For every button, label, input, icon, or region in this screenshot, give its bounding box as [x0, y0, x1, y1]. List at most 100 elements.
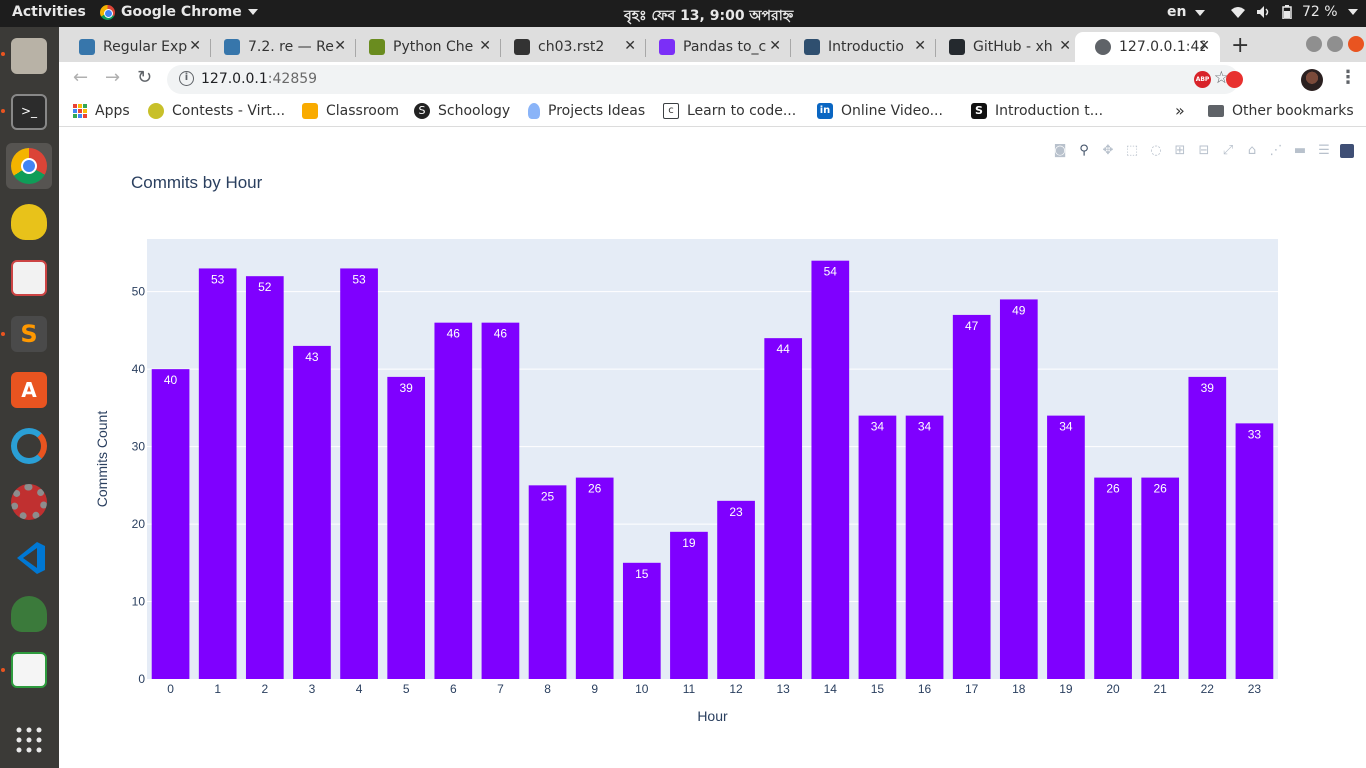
bar [811, 260, 850, 679]
bookmark-apps[interactable]: Apps [73, 103, 130, 119]
close-window-button[interactable] [1348, 36, 1364, 52]
maximize-button[interactable] [1327, 36, 1343, 52]
tab-github[interactable]: GitHub - xh ✕ [929, 32, 1081, 62]
bookmark-introduction[interactable]: S Introduction t... [971, 103, 1103, 119]
zoom-out-icon[interactable]: ⊟ [1198, 143, 1210, 158]
tab-localhost[interactable]: 127.0.0.1:42 ✕ [1075, 32, 1220, 62]
close-icon[interactable]: ✕ [1059, 38, 1071, 54]
tab-label: GitHub - xh [973, 39, 1053, 55]
tab-ch03[interactable]: ch03.rst2 ✕ [494, 32, 646, 62]
close-icon[interactable]: ✕ [189, 38, 201, 54]
files-launcher[interactable] [6, 33, 52, 79]
activities-button[interactable]: Activities [12, 4, 86, 20]
running-indicator [1, 109, 5, 113]
hover-compare-icon[interactable]: ☰ [1318, 143, 1330, 158]
forward-button[interactable]: → [105, 67, 121, 88]
bookmark-online-video[interactable]: in Online Video... [817, 103, 943, 119]
app-menu[interactable]: Google Chrome [100, 4, 258, 20]
bar-value-label: 26 [1106, 482, 1120, 496]
software-center-icon: A [11, 372, 47, 408]
system-tray[interactable]: 72 % [1230, 4, 1358, 20]
rocket-launcher[interactable] [6, 591, 52, 637]
bookmark-schoology[interactable]: S Schoology [414, 103, 510, 119]
bookmark-star-icon[interactable]: ☆ [1213, 68, 1229, 88]
zoom-in-icon[interactable]: ⊞ [1174, 143, 1186, 158]
language-label: en [1167, 4, 1187, 20]
bar [999, 299, 1038, 679]
bar [528, 485, 567, 679]
bookmark-projects-ideas[interactable]: Projects Ideas [528, 103, 645, 119]
tab-label: Regular Exp [103, 39, 188, 55]
bookmark-label: Introduction t... [995, 103, 1104, 119]
tab-introduction[interactable]: Introductio ✕ [784, 32, 936, 62]
sync-launcher[interactable] [6, 423, 52, 469]
spreadsheet-icon [11, 652, 47, 688]
close-icon[interactable]: ✕ [769, 38, 781, 54]
settings-launcher[interactable] [6, 479, 52, 525]
linkedin-icon: in [817, 103, 833, 119]
tab-regular-expressions[interactable]: Regular Exp ✕ [59, 32, 211, 62]
bar [952, 314, 991, 679]
language-indicator[interactable]: en [1167, 4, 1206, 20]
bar-value-label: 23 [729, 505, 743, 519]
clock[interactable]: বৃহঃ ফেব 13, 9:00 অপরাহ্ন [624, 8, 794, 24]
hover-closest-icon[interactable]: ▬ [1293, 143, 1307, 158]
bookmark-classroom[interactable]: Classroom [302, 103, 399, 119]
tab-python-cheatsheet[interactable]: Python Che ✕ [349, 32, 501, 62]
software-center-launcher[interactable]: A [6, 367, 52, 413]
teapot-launcher[interactable] [6, 199, 52, 245]
close-icon[interactable]: ✕ [624, 38, 636, 54]
bar-value-label: 40 [164, 373, 178, 387]
box-select-icon[interactable]: ⬚ [1125, 143, 1139, 158]
folder-icon [1208, 105, 1224, 117]
classroom-icon [302, 103, 318, 119]
bookmark-learn-to-code[interactable]: c Learn to code... [663, 103, 796, 119]
python-icon [79, 39, 95, 55]
github-icon [514, 39, 530, 55]
home-icon[interactable]: ⌂ [1247, 143, 1257, 158]
back-button[interactable]: ← [73, 67, 89, 88]
bar-value-label: 46 [494, 327, 508, 341]
tab-re-module[interactable]: 7.2. re — Re ✕ [204, 32, 356, 62]
camera-icon[interactable]: ◙ [1053, 143, 1067, 158]
bar [575, 477, 614, 679]
close-icon[interactable]: ✕ [334, 38, 346, 54]
autoscale-icon[interactable]: ⤢ [1222, 143, 1234, 158]
bar-chart: 0102030405040053152243353439546646725826… [94, 173, 1278, 724]
app-grid-icon [16, 727, 42, 753]
address-bar[interactable]: i 127.0.0.1:42859 ☆ [167, 65, 1239, 94]
plotly-logo-icon[interactable] [1340, 144, 1354, 158]
terminal-launcher[interactable]: >_ [6, 89, 52, 135]
bar [1047, 415, 1085, 679]
extension-icon[interactable] [1226, 71, 1243, 88]
zoom-icon[interactable]: ⚲ [1079, 143, 1089, 158]
close-icon[interactable]: ✕ [1198, 38, 1210, 54]
chrome-launcher[interactable] [6, 143, 52, 189]
other-bookmarks[interactable]: Other bookmarks [1208, 103, 1354, 119]
minimize-button[interactable] [1306, 36, 1322, 52]
text-editor-launcher[interactable] [6, 255, 52, 301]
bookmarks-overflow-button[interactable]: » [1175, 101, 1185, 120]
new-tab-button[interactable]: + [1231, 33, 1250, 58]
show-applications-button[interactable] [6, 717, 52, 763]
bar-value-label: 34 [1059, 420, 1073, 434]
reload-button[interactable]: ↻ [137, 67, 153, 88]
x-tick-label: 4 [356, 682, 363, 696]
bar [151, 369, 190, 679]
avatar[interactable] [1301, 69, 1323, 91]
x-tick-label: 3 [309, 682, 316, 696]
vscode-launcher[interactable] [6, 535, 52, 581]
info-icon[interactable]: i [179, 71, 194, 86]
close-icon[interactable]: ✕ [914, 38, 926, 54]
lasso-select-icon[interactable]: ◌ [1150, 143, 1162, 158]
pan-icon[interactable]: ✥ [1102, 143, 1114, 158]
close-icon[interactable]: ✕ [479, 38, 491, 54]
tab-pandas[interactable]: Pandas to_c ✕ [639, 32, 791, 62]
chrome-menu-icon[interactable]: ⋮ [1339, 67, 1357, 88]
spike-lines-icon[interactable]: ⋰ [1269, 143, 1283, 158]
terminal-icon: >_ [11, 94, 47, 130]
sublime-launcher[interactable]: S [6, 311, 52, 357]
bookmark-contests[interactable]: Contests - Virt... [148, 103, 285, 119]
spreadsheet-launcher[interactable] [6, 647, 52, 693]
adblock-plus-icon[interactable]: ABP [1194, 71, 1211, 88]
